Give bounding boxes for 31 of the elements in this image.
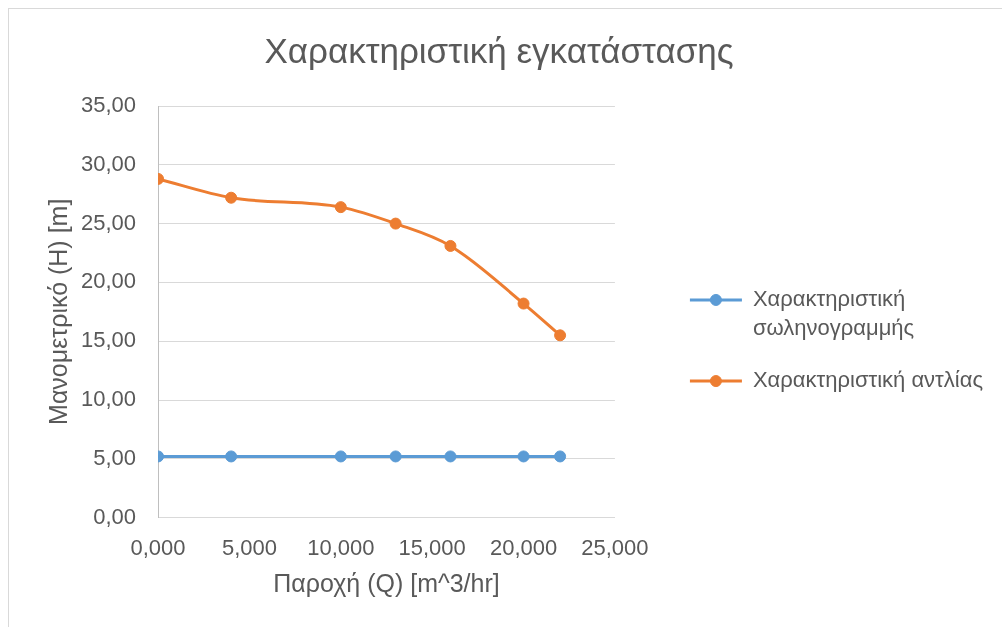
x-tick-label: 15,000 bbox=[398, 534, 466, 560]
y-tick-label: 15,00 bbox=[80, 327, 137, 353]
point bbox=[225, 450, 238, 463]
point bbox=[334, 201, 347, 214]
point bbox=[444, 450, 457, 463]
point bbox=[517, 297, 530, 310]
y-tick-label: 10,00 bbox=[80, 386, 137, 412]
y-tick-label: 30,00 bbox=[80, 150, 137, 176]
legend-label: Χαρακτηριστική αντλίας bbox=[752, 367, 983, 393]
legend-label: Χαρακτηριστική σωληνογραμμής bbox=[752, 286, 915, 341]
y-tick-label: 20,00 bbox=[80, 268, 137, 294]
y-tick-label: 25,00 bbox=[80, 209, 137, 235]
x-axis-title: Παροχή (Q) [m^3/hr] bbox=[273, 568, 500, 597]
chart-title: Χαρακτηριστική εγκατάστασης bbox=[264, 30, 734, 70]
y-tick-label: 0,00 bbox=[93, 503, 137, 529]
point bbox=[517, 450, 530, 463]
point bbox=[554, 329, 567, 342]
x-tick-label: 20,000 bbox=[489, 534, 558, 560]
y-tick-label: 5,00 bbox=[93, 444, 137, 470]
point bbox=[444, 239, 457, 252]
y-tick-label: 35,00 bbox=[80, 92, 137, 118]
x-tick-label: 25,000 bbox=[581, 534, 649, 560]
y-axis-title: Μανομετρικό (H) [m] bbox=[43, 198, 72, 425]
point bbox=[334, 450, 347, 463]
point bbox=[554, 450, 567, 463]
x-tick-label: 0,000 bbox=[130, 534, 186, 560]
x-tick-label: 5,000 bbox=[221, 534, 277, 560]
point bbox=[389, 217, 402, 230]
point bbox=[225, 191, 238, 204]
x-tick-label: 10,000 bbox=[307, 534, 375, 560]
point bbox=[389, 450, 402, 463]
